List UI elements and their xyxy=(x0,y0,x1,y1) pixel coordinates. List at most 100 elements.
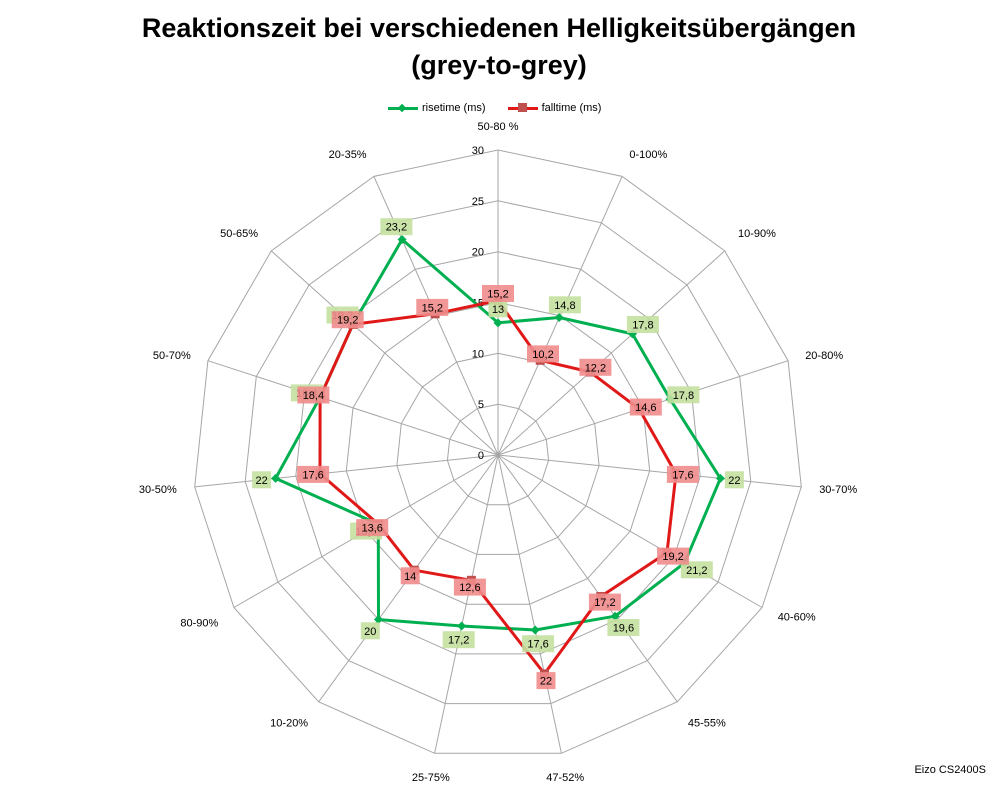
data-label-bg-s1-4 xyxy=(666,465,699,483)
data-label-s1-8: 12,6 xyxy=(453,578,486,596)
data-label-text-s1-8: 12,6 xyxy=(459,582,480,594)
data-label-s1-12: 18,4 xyxy=(297,386,330,404)
axis-label-14: 20-35% xyxy=(329,149,367,161)
data-label-s0-8: 17,2 xyxy=(442,631,475,649)
data-label-bg-s1-13 xyxy=(331,311,364,329)
data-label-s0-6: 19,6 xyxy=(607,619,640,636)
series-0-point-9 xyxy=(373,615,383,625)
data-label-s1-5: 19,2 xyxy=(657,547,690,565)
data-label-bg-s0-2 xyxy=(626,316,659,333)
series-0-point-1 xyxy=(554,313,564,323)
data-label-s0-11: 22 xyxy=(252,471,272,489)
legend-item-falltime: falltime (ms) xyxy=(507,102,602,114)
data-label-s0-9: 20 xyxy=(360,622,380,640)
data-labels: 13 14,8 17,8 17,8 22 21,2 19,6 17,6 17,2 20 13,6 22… xyxy=(252,218,744,690)
axis-label-5: 40-60% xyxy=(778,612,816,624)
data-label-text-s1-5: 19,2 xyxy=(662,551,683,563)
data-label-text-s1-14: 15,2 xyxy=(422,302,443,314)
data-label-text-s0-0: 13 xyxy=(492,304,504,316)
data-label-s1-14: 15,2 xyxy=(416,298,449,316)
data-label-text-s1-4: 17,6 xyxy=(672,469,693,481)
data-label-bg-s0-0 xyxy=(488,300,508,318)
series-line-1 xyxy=(318,299,678,676)
data-label-bg-s0-11 xyxy=(252,471,272,489)
tick-label-2: 10 xyxy=(472,348,484,360)
data-label-s1-7: 22 xyxy=(536,672,556,690)
grid-spoke-4 xyxy=(497,454,802,488)
data-label-bg-s0-8 xyxy=(442,631,475,649)
axis-label-3: 20-80% xyxy=(805,350,843,362)
grid-ring-2 xyxy=(396,352,600,555)
grid-ring-3 xyxy=(345,301,651,605)
data-label-bg-s1-9 xyxy=(400,567,420,585)
data-label-bg-s1-10 xyxy=(356,519,389,537)
data-label-s0-2: 17,8 xyxy=(626,316,659,333)
data-label-text-s1-12: 18,4 xyxy=(303,390,324,402)
axis-label-9: 10-20% xyxy=(270,717,308,729)
axis-label-7: 47-52% xyxy=(546,772,584,784)
data-label-s1-6: 17,2 xyxy=(588,593,621,611)
axis-label-0: 50-80 % xyxy=(478,121,519,133)
legend-swatch-falltime xyxy=(507,102,538,114)
data-label-text-s0-9: 20 xyxy=(364,626,376,638)
legend-label-falltime: falltime (ms) xyxy=(541,102,602,114)
data-label-bg-s1-7 xyxy=(536,672,556,690)
axis-labels: 50-80 % 0-100% 10-90% 20-80% 30-70% 40-60% 45-… xyxy=(139,121,857,784)
data-label-bg-s0-9 xyxy=(360,622,380,640)
tick-label-4: 20 xyxy=(472,247,484,259)
data-label-s1-4: 17,6 xyxy=(666,465,699,483)
data-label-text-s0-1: 14,8 xyxy=(554,300,575,312)
data-label-s1-2: 12,2 xyxy=(579,358,612,376)
grid-spoke-13 xyxy=(270,250,499,456)
grid-spoke-12 xyxy=(207,360,499,456)
grid-spoke-11 xyxy=(194,454,499,488)
data-label-bg-s0-7 xyxy=(522,635,555,653)
data-label-text-s0-7: 17,6 xyxy=(527,639,548,651)
data-label-text-s1-9: 14 xyxy=(404,571,416,583)
data-label-text-s1-13: 19,2 xyxy=(337,315,358,327)
data-label-s0-5: 21,2 xyxy=(680,561,713,579)
data-label-bg-s0-1 xyxy=(548,296,581,314)
grid-ring-6 xyxy=(194,149,802,754)
axis-label-8: 25-75% xyxy=(412,772,450,784)
data-label-bg-s1-1 xyxy=(527,345,559,363)
axis-label-2: 10-90% xyxy=(738,228,776,240)
data-label-text-s1-1: 10,2 xyxy=(532,349,553,361)
data-label-bg-s1-3 xyxy=(629,398,662,416)
data-label-s0-3: 17,8 xyxy=(667,386,700,404)
data-label-text-s0-2: 17,8 xyxy=(632,320,653,332)
tick-label-1: 5 xyxy=(478,399,484,411)
data-label-text-s1-7: 22 xyxy=(540,676,552,688)
data-label-text-s1-0: 15,2 xyxy=(487,289,508,301)
axis-label-12: 50-70% xyxy=(153,350,191,362)
watermark-text: Eizo CS2400S xyxy=(914,764,986,776)
legend-label-risetime: risetime (ms) xyxy=(422,102,486,114)
series-0-point-7 xyxy=(530,625,540,635)
data-label-bg-s1-12 xyxy=(297,386,330,404)
chart-title: Reaktionszeit bei verschiedenen Helligke… xyxy=(0,10,998,84)
tick-label-0: 0 xyxy=(478,450,484,462)
data-label-bg-s1-8 xyxy=(453,578,486,596)
legend-item-risetime: risetime (ms) xyxy=(388,102,486,114)
legend: risetime (ms) falltime (ms) xyxy=(388,100,601,116)
axis-label-13: 50-65% xyxy=(220,228,258,240)
radar-grid xyxy=(194,149,802,754)
data-label-text-s1-11: 17,6 xyxy=(302,469,323,481)
data-label-bg-s0-4 xyxy=(724,471,744,489)
grid-ring-4 xyxy=(295,251,701,655)
data-label-bg-s0-5 xyxy=(680,561,713,579)
data-label-s0-1: 14,8 xyxy=(548,296,581,314)
data-label-s0-7: 17,6 xyxy=(522,635,555,653)
data-label-text-s0-3: 17,8 xyxy=(673,390,694,402)
data-label-text-s0-5: 21,2 xyxy=(686,565,707,577)
legend-swatch-risetime xyxy=(388,102,418,114)
grid-spoke-2 xyxy=(497,250,726,456)
axis-label-4: 30-70% xyxy=(819,484,857,496)
data-label-s1-13: 19,2 xyxy=(331,311,364,329)
data-label-text-s1-6: 17,2 xyxy=(594,597,615,609)
data-label-s1-3: 14,6 xyxy=(629,398,662,416)
series-0-point-6 xyxy=(610,611,620,621)
data-label-s0-0: 13 xyxy=(488,300,508,318)
data-label-text-s1-10: 13,6 xyxy=(361,523,382,535)
